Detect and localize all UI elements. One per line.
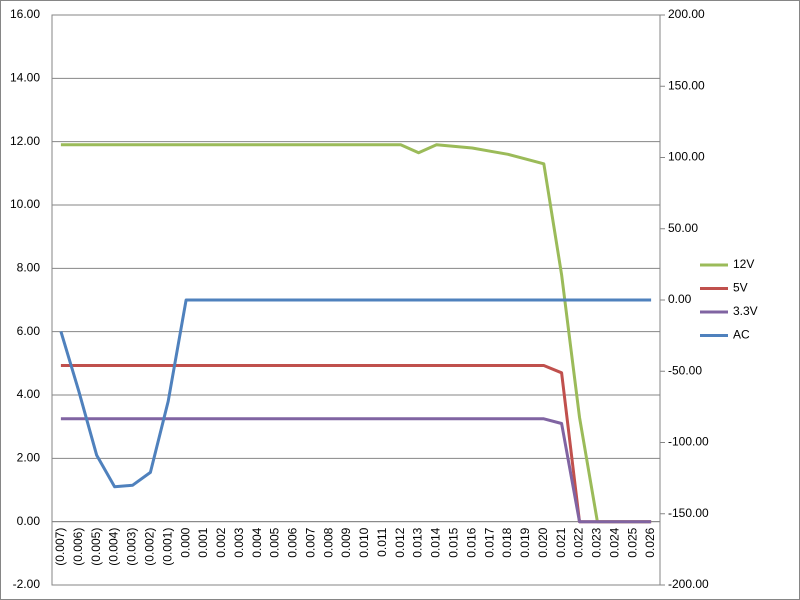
y-tick-label: -2.00 <box>13 577 41 591</box>
y-tick-label: 6.00 <box>17 324 41 338</box>
legend-label: 12V <box>733 257 754 271</box>
x-tick-label: 0.016 <box>464 527 478 557</box>
x-tick-label: (0.005) <box>89 528 103 566</box>
y-tick-label: 2.00 <box>17 451 41 465</box>
x-tick-label: 0.010 <box>357 527 371 557</box>
y2-tick-label: -100.00 <box>668 435 709 449</box>
y2-tick-label: 50.00 <box>668 221 698 235</box>
series-line <box>59 298 652 489</box>
x-tick-label: 0.019 <box>518 527 532 557</box>
x-tick-label: 0.002 <box>214 527 228 557</box>
y2-tick-label: 0.00 <box>668 292 692 306</box>
x-tick-label: 0.026 <box>643 527 657 557</box>
x-tick-label: 0.005 <box>268 527 282 557</box>
y2-tick-label: 100.00 <box>668 150 705 164</box>
legend-label: 3.3V <box>733 304 758 318</box>
x-tick-label: 0.015 <box>447 527 461 557</box>
y-tick-label: 12.00 <box>10 134 40 148</box>
x-tick-label: (0.001) <box>160 528 174 566</box>
y2-tick-label: -200.00 <box>668 577 709 591</box>
x-tick-label: (0.002) <box>143 528 157 566</box>
x-tick-label: (0.004) <box>107 528 121 566</box>
x-tick-label: 0.020 <box>536 527 550 557</box>
x-tick-label: 0.025 <box>625 527 639 557</box>
y-tick-label: 4.00 <box>17 387 41 401</box>
x-tick-label: 0.006 <box>286 527 300 557</box>
legend-label: AC <box>733 328 750 342</box>
series-line <box>60 364 652 524</box>
y-tick-label: 8.00 <box>17 261 41 275</box>
x-tick-label: 0.008 <box>321 527 335 557</box>
x-tick-label: (0.006) <box>71 528 85 566</box>
y2-tick-label: -50.00 <box>668 363 702 377</box>
y-tick-label: 10.00 <box>10 197 40 211</box>
y2-tick-label: 150.00 <box>668 78 705 92</box>
x-tick-label: 0.013 <box>411 527 425 557</box>
x-tick-label: (0.003) <box>125 528 139 566</box>
x-tick-label: 0.003 <box>232 527 246 557</box>
x-tick-label: 0.018 <box>500 527 514 557</box>
y2-tick-label: 200.00 <box>668 7 705 21</box>
y-tick-label: 0.00 <box>17 514 41 528</box>
series-line <box>60 417 652 524</box>
x-tick-label: 0.021 <box>554 527 568 557</box>
x-tick-label: 0.000 <box>178 527 192 557</box>
y-tick-label: 16.00 <box>10 7 40 21</box>
x-tick-label: 0.007 <box>303 527 317 557</box>
x-tick-label: 0.012 <box>393 527 407 557</box>
x-tick-label: 0.014 <box>429 527 443 557</box>
x-tick-label: 0.011 <box>375 527 389 556</box>
x-tick-label: 0.023 <box>590 527 604 557</box>
legend-label: 5V <box>733 281 748 295</box>
x-tick-label: 0.017 <box>482 527 496 557</box>
x-tick-label: (0.007) <box>53 528 67 566</box>
x-tick-label: 0.024 <box>607 527 621 557</box>
plot-area <box>51 14 661 586</box>
y-tick-label: 14.00 <box>10 71 40 85</box>
x-tick-label: 0.001 <box>196 527 210 557</box>
x-tick-label: 0.004 <box>250 527 264 557</box>
series-line <box>60 143 652 524</box>
x-tick-label: 0.022 <box>572 527 586 557</box>
x-tick-label: 0.009 <box>339 527 353 557</box>
y2-tick-label: -150.00 <box>668 506 709 520</box>
